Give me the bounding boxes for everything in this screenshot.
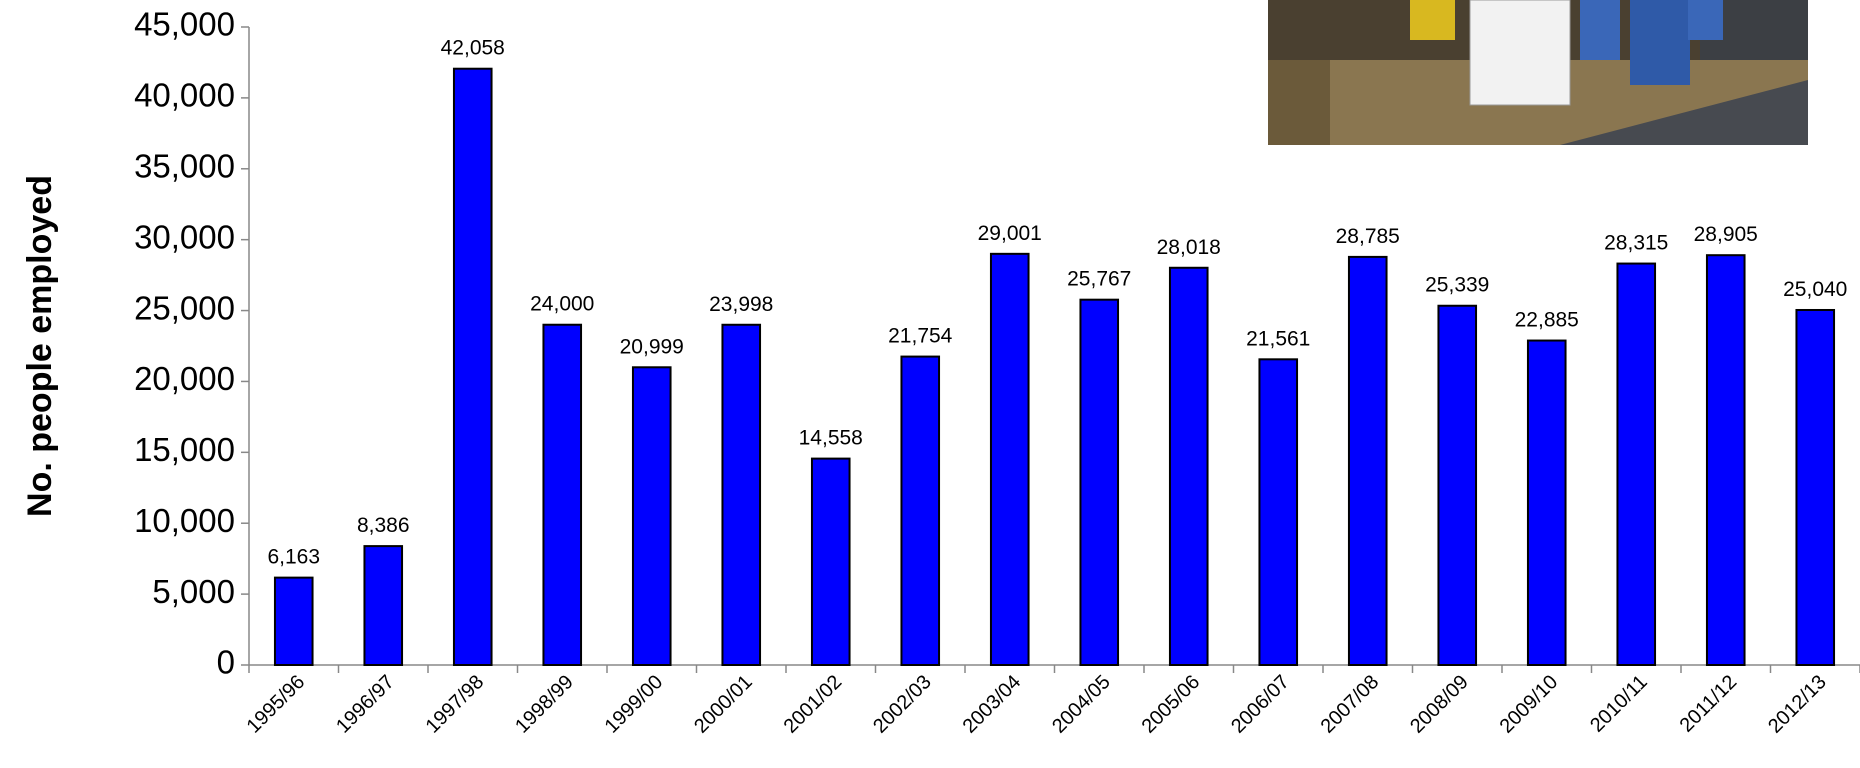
bar (631, 366, 672, 666)
data-label: 23,998 (709, 293, 773, 316)
y-tick-label: 25,000 (134, 289, 235, 326)
bar (1526, 339, 1567, 666)
bar (1168, 266, 1209, 666)
bar (1795, 308, 1836, 666)
data-label: 42,058 (441, 37, 505, 60)
y-axis-title: No. people employed (21, 175, 59, 517)
x-tick-label: 2004/05 (1048, 671, 1115, 738)
x-tick-label: 1999/00 (601, 671, 668, 738)
bar (273, 576, 314, 667)
data-label: 8,386 (357, 514, 410, 537)
x-tick-label: 2010/11 (1586, 671, 1652, 737)
x-tick-label: 2011/12 (1676, 671, 1742, 737)
bar (452, 67, 493, 667)
data-label: 25,767 (1067, 268, 1131, 291)
data-label: 28,785 (1336, 225, 1400, 248)
y-tick-label: 45,000 (134, 6, 235, 43)
data-label: 24,000 (530, 293, 594, 316)
x-tick-label: 2009/10 (1496, 671, 1563, 738)
data-label: 28,315 (1604, 232, 1668, 255)
photo (1268, 0, 1808, 145)
bar (900, 355, 941, 666)
bar (1258, 358, 1299, 666)
bar (542, 323, 583, 666)
bar (810, 457, 851, 666)
data-label: 29,001 (978, 222, 1042, 245)
x-tick-label: 2008/09 (1406, 671, 1473, 738)
y-tick-label: 40,000 (134, 77, 235, 114)
data-label: 28,018 (1157, 236, 1221, 259)
bar (989, 252, 1030, 666)
y-tick-label: 15,000 (134, 431, 235, 468)
x-tick-label: 2012/13 (1764, 671, 1831, 738)
bar (1705, 254, 1746, 666)
y-tick-label: 30,000 (134, 218, 235, 255)
bar (1437, 304, 1478, 666)
y-tick-label: 5,000 (152, 573, 235, 610)
x-tick-label: 2000/01 (690, 671, 757, 738)
data-label: 21,561 (1246, 327, 1310, 350)
bar (1347, 255, 1388, 666)
data-label: 6,163 (267, 546, 320, 569)
y-tick-label: 20,000 (134, 360, 235, 397)
data-label: 28,905 (1694, 223, 1758, 246)
bar (363, 545, 404, 667)
x-tick-label: 2002/03 (869, 671, 936, 738)
y-tick-label: 10,000 (134, 502, 235, 539)
x-tick-label: 2005/06 (1138, 671, 1205, 738)
data-label: 20,999 (620, 335, 684, 358)
x-tick-label: 1995/96 (243, 671, 310, 738)
x-tick-label: 2006/07 (1227, 671, 1294, 738)
data-label: 14,558 (799, 427, 863, 450)
x-tick-label: 1996/97 (332, 671, 399, 738)
bar (1616, 262, 1657, 666)
x-tick-label: 2001/02 (780, 671, 847, 738)
bar (1079, 298, 1120, 666)
data-label: 25,040 (1783, 278, 1847, 301)
x-tick-label: 2007/08 (1317, 671, 1384, 738)
data-label: 25,339 (1425, 274, 1489, 297)
x-tick-label: 1997/98 (422, 671, 489, 738)
data-label: 22,885 (1515, 309, 1579, 332)
data-label: 21,754 (888, 325, 953, 348)
x-tick-label: 2003/04 (959, 671, 1026, 738)
bar (721, 323, 762, 666)
y-tick-label: 0 (217, 644, 235, 681)
y-tick-label: 35,000 (134, 147, 235, 184)
x-tick-label: 1998/99 (511, 671, 578, 738)
